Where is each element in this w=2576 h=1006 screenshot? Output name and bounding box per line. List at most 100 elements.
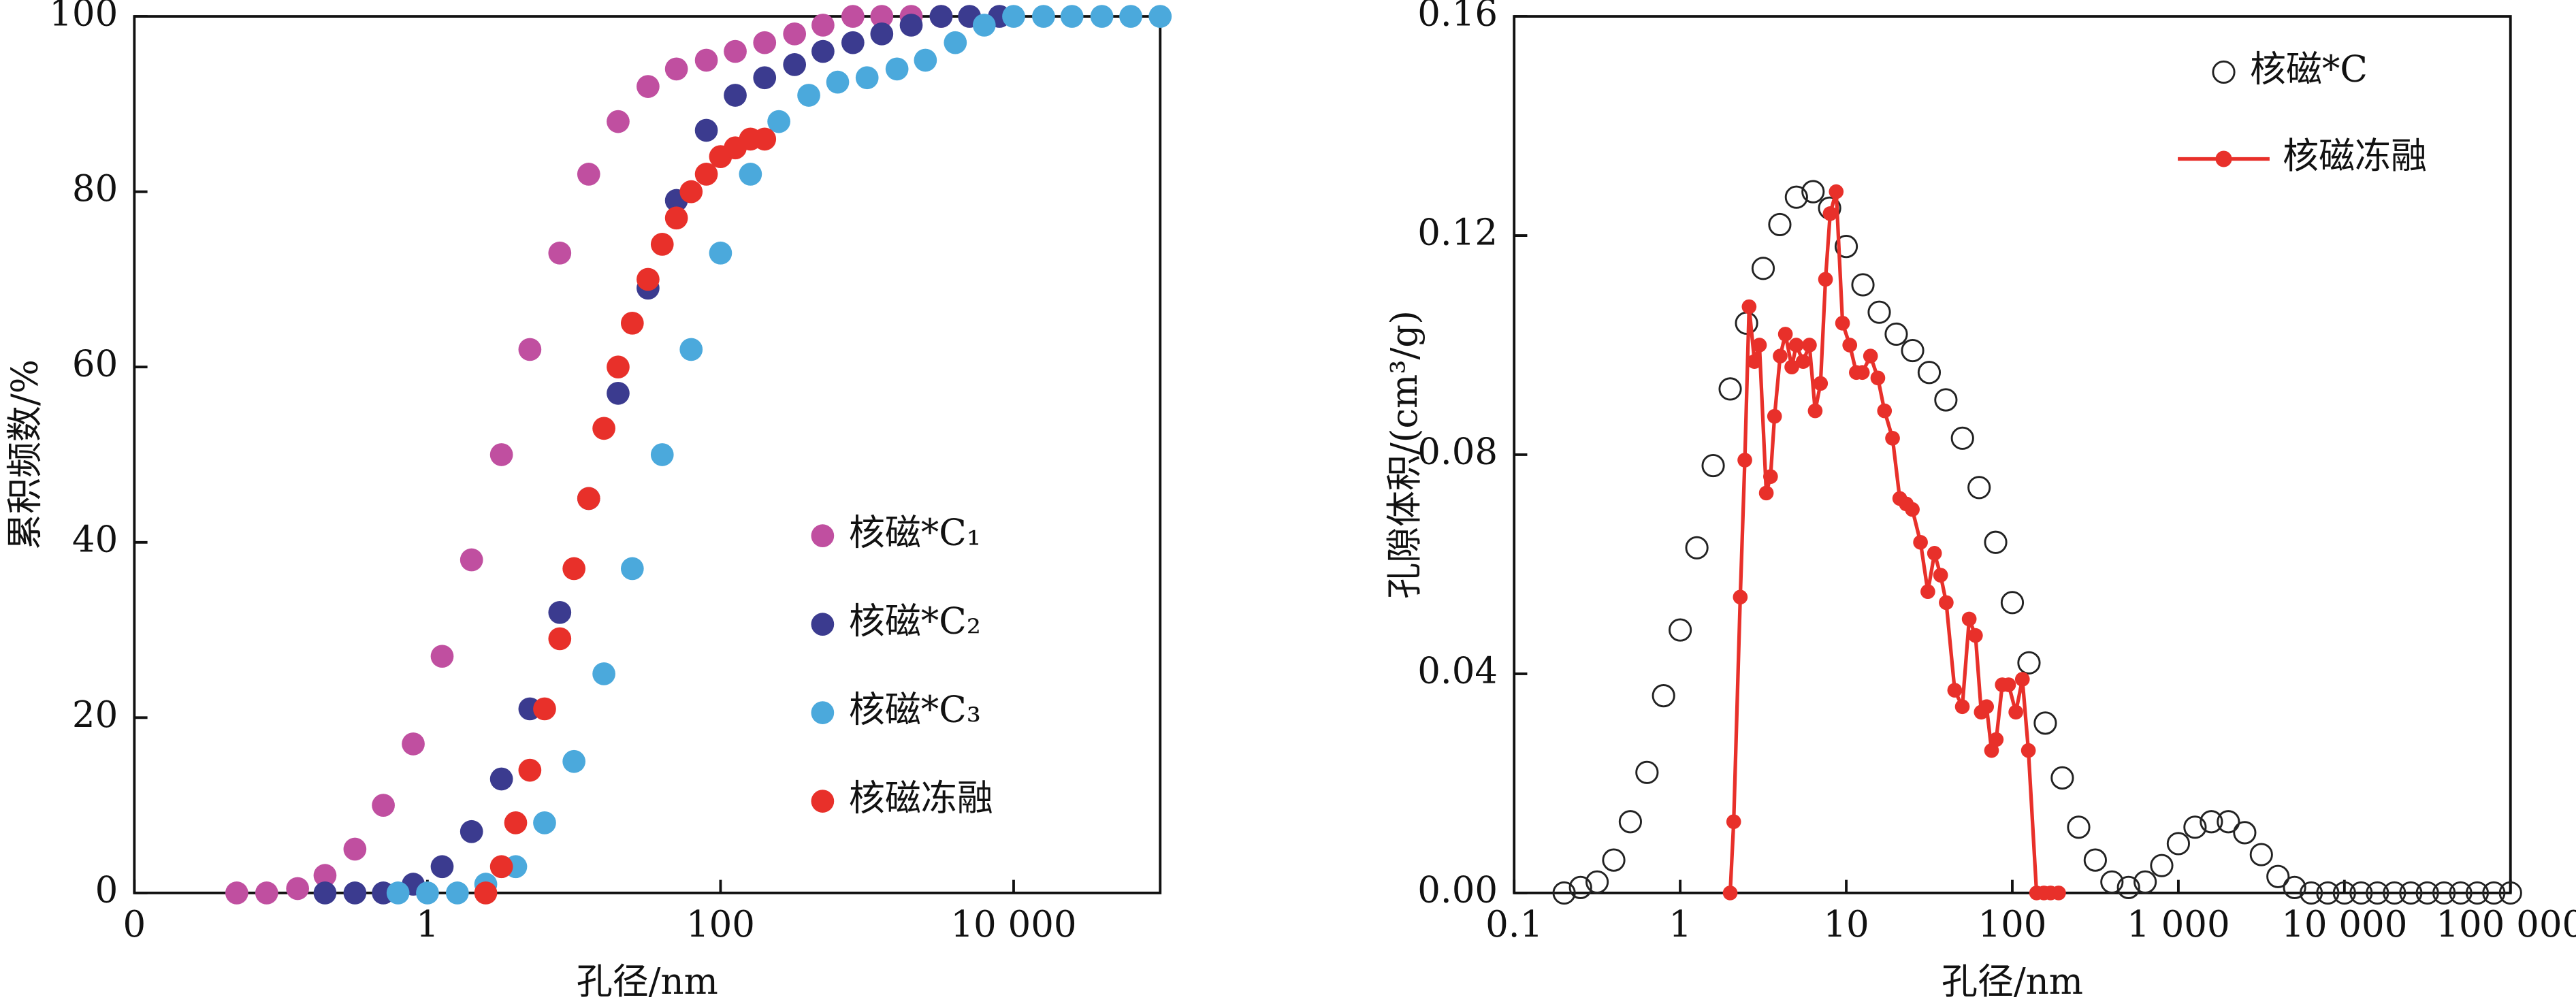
point <box>489 443 513 466</box>
x-tick-label: 100 <box>1978 904 2046 945</box>
point <box>2166 832 2190 856</box>
x-tick-label: 1 000 <box>2127 904 2230 945</box>
point <box>1002 5 1025 28</box>
point <box>944 31 967 54</box>
point <box>724 84 747 107</box>
point <box>518 338 542 361</box>
y-tick-label: 100 <box>49 0 118 35</box>
point <box>1735 311 1758 335</box>
point <box>972 14 996 37</box>
point <box>2233 821 2257 845</box>
point <box>1835 315 1850 331</box>
point <box>1870 370 1886 386</box>
point <box>694 118 718 142</box>
point <box>286 877 310 900</box>
point <box>1148 5 1172 28</box>
point <box>1989 732 2004 747</box>
point <box>855 66 879 90</box>
point <box>607 110 630 133</box>
point <box>1119 5 1142 28</box>
point <box>2001 677 2016 692</box>
point <box>1927 546 1942 561</box>
point <box>1568 875 1592 899</box>
point <box>753 31 777 54</box>
y-tick-label: 0.04 <box>1417 650 1498 692</box>
plot-frame <box>133 15 1162 894</box>
point <box>1726 814 1741 830</box>
point <box>2008 704 2023 720</box>
point <box>620 311 644 335</box>
point <box>899 14 923 37</box>
legend-marker <box>811 524 835 547</box>
legend-label: 核磁*C₁ <box>849 513 981 554</box>
point <box>679 180 703 204</box>
series-line <box>1728 191 2059 895</box>
point <box>402 732 425 756</box>
point <box>225 881 248 905</box>
legend-marker <box>811 613 835 636</box>
y-tick-label: 80 <box>72 168 118 210</box>
point <box>430 645 454 668</box>
point <box>1733 589 1748 605</box>
point <box>1829 184 1844 199</box>
point <box>783 53 807 76</box>
point <box>650 233 674 256</box>
point <box>1701 453 1725 478</box>
y-tick-label: 60 <box>72 344 118 385</box>
point <box>1934 388 1958 412</box>
point <box>1842 338 1858 353</box>
point <box>607 381 630 405</box>
point <box>1752 338 1767 353</box>
legend-label: 核磁*C <box>2250 48 2368 90</box>
point <box>1984 530 2008 554</box>
y-tick-label: 0 <box>95 869 118 911</box>
point <box>2017 651 2041 675</box>
legend-label: 核磁*C₃ <box>849 689 981 731</box>
x-tick-label: 0.1 <box>1485 904 1543 945</box>
y-axis-label: 累积频数/% <box>4 359 46 550</box>
point <box>489 767 513 791</box>
point <box>548 627 572 651</box>
point <box>1917 361 1942 385</box>
point <box>1851 273 1875 297</box>
point <box>2100 870 2124 894</box>
point <box>1822 206 1838 221</box>
point <box>2050 766 2074 790</box>
point <box>1885 431 1900 446</box>
point <box>1901 338 1925 363</box>
point <box>2498 881 2522 905</box>
y-tick-label: 0.08 <box>1417 431 1498 472</box>
point <box>1939 595 1954 611</box>
point <box>841 5 865 28</box>
point <box>607 355 630 379</box>
y-axis-label: 孔隙体积/(cm³/g) <box>1384 310 1426 599</box>
point <box>1884 322 1908 346</box>
point <box>2249 843 2273 866</box>
legend-marker <box>811 790 835 813</box>
point <box>1635 760 1659 784</box>
legend-label: 核磁冻融 <box>849 778 993 820</box>
point <box>577 163 600 186</box>
point <box>694 163 718 186</box>
y-tick-label: 0.00 <box>1417 869 1498 911</box>
point <box>1867 300 1891 324</box>
point <box>562 557 586 581</box>
point <box>679 338 703 361</box>
point <box>2020 743 2036 758</box>
point <box>2033 711 2057 735</box>
point <box>620 557 644 581</box>
point <box>2083 848 2107 872</box>
point <box>783 22 807 46</box>
point <box>2183 815 2207 839</box>
point <box>592 417 615 440</box>
point <box>2415 881 2439 905</box>
point <box>1933 568 1948 583</box>
point <box>1784 185 1808 209</box>
point <box>1802 338 1817 353</box>
point <box>2383 881 2406 905</box>
point <box>767 110 790 133</box>
point <box>1090 5 1114 28</box>
point <box>1032 5 1055 28</box>
point <box>2000 591 2025 615</box>
